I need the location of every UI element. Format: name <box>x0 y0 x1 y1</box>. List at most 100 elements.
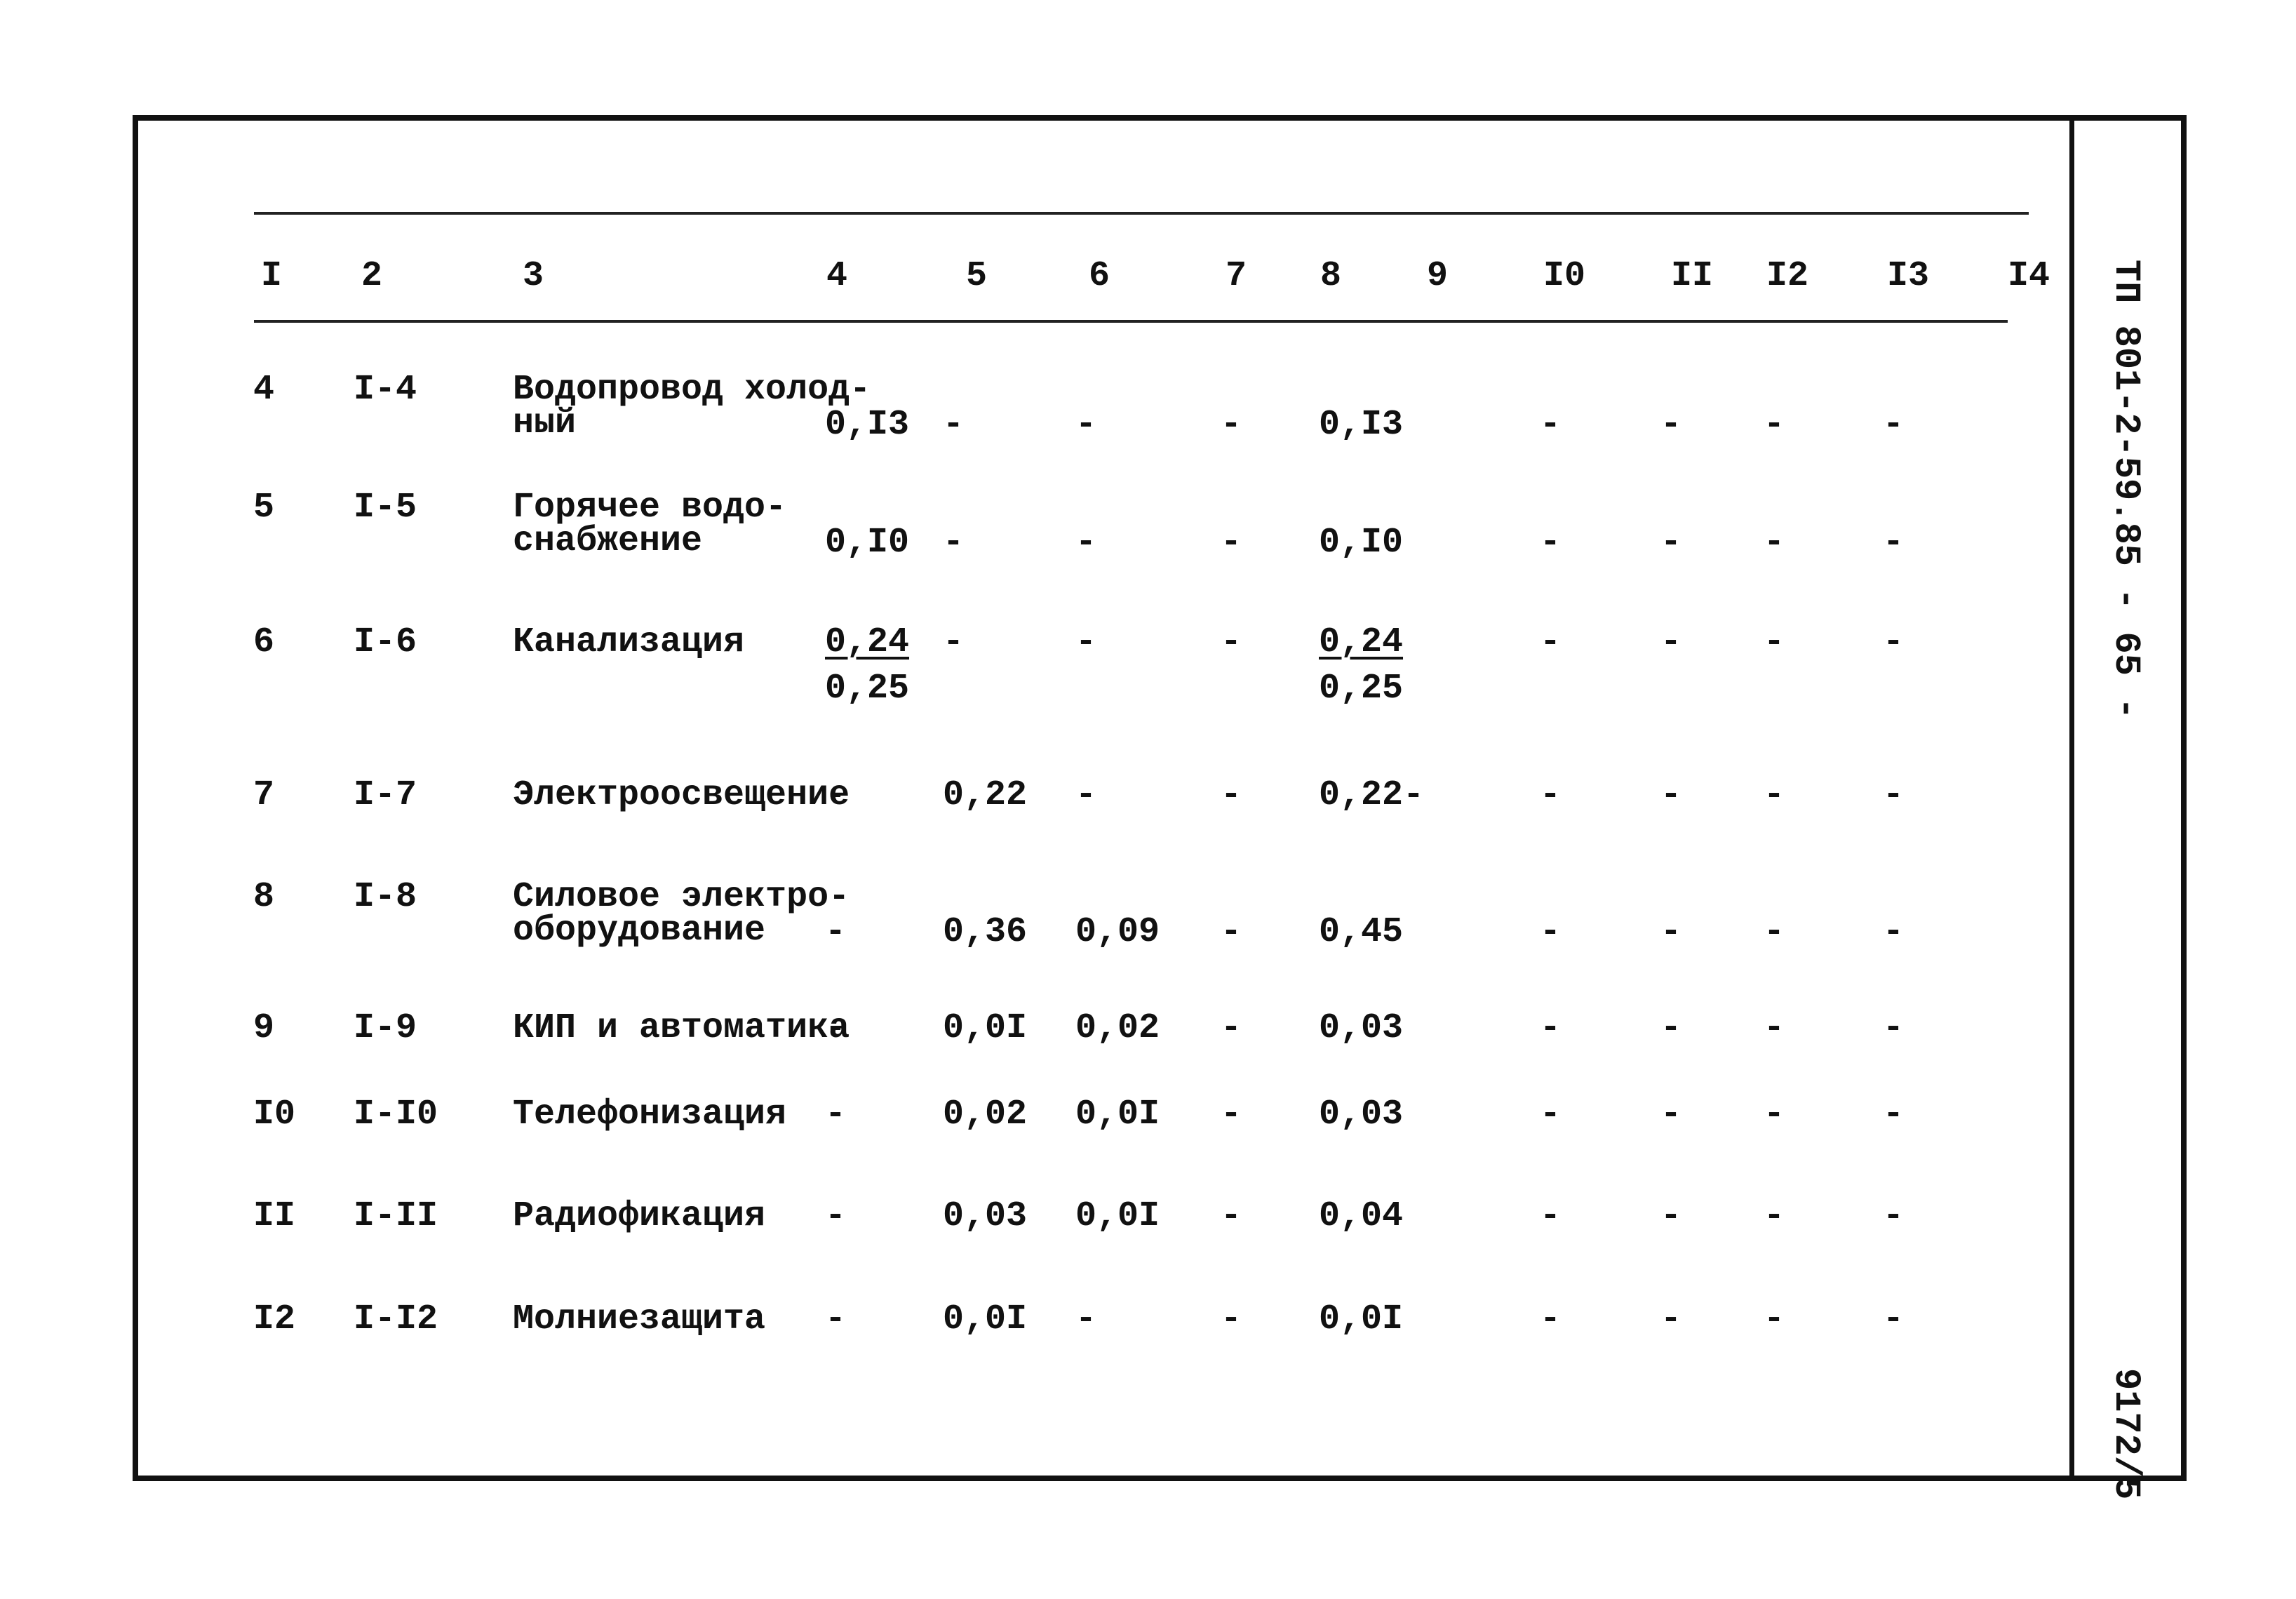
row-number: I-8 <box>354 877 417 917</box>
value-cell: - <box>1075 405 1097 445</box>
value-cell: - <box>943 523 965 563</box>
value-cell: 0,0I <box>1075 1196 1160 1236</box>
value-cell: - <box>1660 775 1682 815</box>
row-number: 6 <box>253 622 275 662</box>
row-number: I0 <box>253 1095 296 1135</box>
value-cell: - <box>1764 622 1785 662</box>
header-cell: 5 <box>966 256 988 296</box>
value-cell: - <box>1883 775 1905 815</box>
value-cell: 0,0I <box>1319 1299 1404 1339</box>
value-cell: - <box>1540 775 1562 815</box>
value-cell: - <box>825 1299 847 1339</box>
fraction-numerator: 0,24 <box>1319 622 1404 662</box>
row-name: Телефонизация <box>513 1095 787 1135</box>
value-cell: - <box>1883 622 1905 662</box>
row-number: 7 <box>253 775 275 815</box>
value-cell: - <box>1075 1299 1097 1339</box>
row-number: I-7 <box>354 775 417 815</box>
sheet-number: 9172/5 <box>2105 1368 2147 1500</box>
frame <box>133 115 2187 1481</box>
value-cell: - <box>825 912 847 952</box>
header-cell: 3 <box>523 256 544 296</box>
value-cell: - <box>1075 775 1097 815</box>
header-cell: 6 <box>1089 256 1110 296</box>
value-cell: - <box>1883 912 1905 952</box>
stamp-divider <box>2069 115 2074 1481</box>
value-cell: - <box>943 405 965 445</box>
value-cell: - <box>1221 405 1242 445</box>
value-cell: 0,0I <box>1075 1095 1160 1135</box>
value-cell: - <box>1764 1196 1785 1236</box>
document-code: ТП 801-2-59.85 - 65 - <box>2105 260 2147 720</box>
value-cell: - <box>1540 912 1562 952</box>
header-cell: I2 <box>1766 256 1809 296</box>
row-name: Радиофикация <box>513 1196 766 1236</box>
value-cell: - <box>1660 912 1682 952</box>
header-cell: I3 <box>1887 256 1930 296</box>
value-cell: - <box>1764 775 1785 815</box>
value-cell: 0,45 <box>1319 912 1404 952</box>
value-cell: - <box>1221 1196 1242 1236</box>
header-cell: 9 <box>1427 256 1449 296</box>
value-cell: - <box>1540 405 1562 445</box>
value-cell: 0,36 <box>943 912 1028 952</box>
value-cell: - <box>1540 523 1562 563</box>
value-cell: - <box>1764 912 1785 952</box>
value-cell: 0,02 <box>1075 1008 1160 1048</box>
value-cell: - <box>1660 523 1682 563</box>
value-cell: - <box>1221 912 1242 952</box>
row-number: 9 <box>253 1008 275 1048</box>
row-number: 5 <box>253 488 275 528</box>
header-cell: I0 <box>1543 256 1586 296</box>
header-bottom-rule <box>254 320 2008 323</box>
value-cell: 0,22 <box>943 775 1028 815</box>
value-cell: - <box>1883 1299 1905 1339</box>
value-cell: - <box>1660 1008 1682 1048</box>
row-number: I-9 <box>354 1008 417 1048</box>
row-name: Электроосвещение <box>513 775 850 815</box>
header-top-rule <box>254 212 2029 215</box>
value-cell: - <box>1660 622 1682 662</box>
value-cell: - <box>1075 523 1097 563</box>
row-name: Силовое электро- оборудование <box>513 877 850 951</box>
value-cell: - <box>1540 1008 1562 1048</box>
value-cell: - <box>1221 1299 1242 1339</box>
row-number: I-II <box>354 1196 438 1236</box>
value-cell: 0,0I <box>943 1299 1028 1339</box>
value-cell: - <box>1660 1095 1682 1135</box>
fraction-numerator: 0,24 <box>825 622 910 662</box>
value-cell: - <box>1221 523 1242 563</box>
value-cell: - <box>1764 1095 1785 1135</box>
header-cell: 2 <box>361 256 383 296</box>
value-cell: 0,03 <box>943 1196 1028 1236</box>
header-cell: 4 <box>826 256 848 296</box>
header-cell: I4 <box>2008 256 2050 296</box>
header-cell: 8 <box>1320 256 1342 296</box>
value-cell: 0,I3 <box>1319 405 1404 445</box>
value-cell: - <box>1221 1008 1242 1048</box>
value-cell: - <box>1883 1196 1905 1236</box>
value-cell: 0,09 <box>1075 912 1160 952</box>
row-number: II <box>253 1196 296 1236</box>
value-cell: 0,I0 <box>1319 523 1404 563</box>
row-number: I-I2 <box>354 1299 438 1339</box>
row-number: 8 <box>253 877 275 917</box>
row-number: I-I0 <box>354 1095 438 1135</box>
header-cell: I <box>261 256 283 296</box>
row-number: I-5 <box>354 488 417 528</box>
fraction-denominator: 0,25 <box>825 669 910 709</box>
row-name: Канализация <box>513 622 745 662</box>
value-cell: 0,I3 <box>825 405 910 445</box>
value-cell: - <box>1764 1008 1785 1048</box>
value-cell: - <box>825 1008 847 1048</box>
header-cell: II <box>1671 256 1714 296</box>
header-cell: 7 <box>1226 256 1247 296</box>
row-name: Горячее водо- снабжение <box>513 488 787 561</box>
value-cell: - <box>1764 405 1785 445</box>
value-cell: - <box>1883 405 1905 445</box>
row-number: 4 <box>253 370 275 410</box>
row-name: Молниезащита <box>513 1299 766 1339</box>
row-number: I2 <box>253 1299 296 1339</box>
value-cell: - <box>1540 1196 1562 1236</box>
